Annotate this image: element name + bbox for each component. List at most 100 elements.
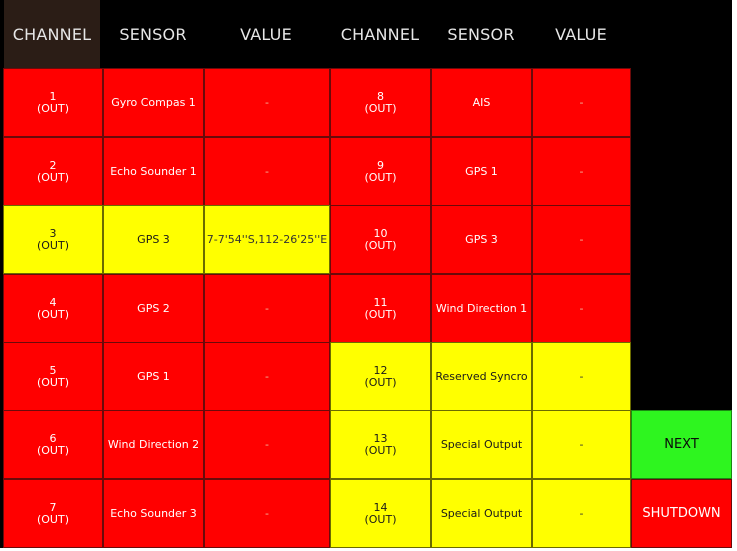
sensor-value: - xyxy=(265,95,269,109)
channel-9-channel-cell[interactable]: 9 (OUT) xyxy=(330,137,431,206)
channel-mode: (OUT) xyxy=(364,307,397,321)
channel-11-channel-cell[interactable]: 11 (OUT) xyxy=(330,274,431,343)
channel-number: 4 xyxy=(49,295,57,309)
channel-mode: (OUT) xyxy=(36,375,69,389)
sensor-name: GPS 3 xyxy=(465,232,498,246)
sensor-name: Special Output xyxy=(440,506,523,520)
sensor-value: - xyxy=(579,437,584,451)
sensor-value: - xyxy=(265,301,269,315)
channel-4-sensor-cell[interactable]: GPS 2 xyxy=(103,274,204,343)
channel-6-sensor-cell[interactable]: Wind Direction 2 xyxy=(103,410,204,479)
channel-7-sensor-cell[interactable]: Echo Sounder 3 xyxy=(103,479,204,548)
channel-number: 7 xyxy=(49,500,57,514)
channel-3-channel-cell[interactable]: 3 (OUT) xyxy=(3,205,103,274)
channel-mode: (OUT) xyxy=(36,170,69,184)
channel-8-channel-cell[interactable]: 8 (OUT) xyxy=(330,68,431,137)
channel-10-sensor-cell[interactable]: GPS 3 xyxy=(431,205,532,274)
channel-8-value-cell[interactable]: - xyxy=(532,68,631,137)
channel-10-value-cell[interactable]: - xyxy=(532,205,631,274)
channel-number: 9 xyxy=(377,158,384,172)
channel-2-value-cell[interactable]: - xyxy=(204,137,330,206)
sensor-name: Special Output xyxy=(440,437,523,451)
channel-number: 6 xyxy=(49,431,57,445)
sensor-value: - xyxy=(265,164,269,178)
header-value-left[interactable]: VALUE xyxy=(240,24,292,44)
channel-number: 1 xyxy=(49,89,57,103)
sensor-value: - xyxy=(265,506,269,520)
channel-2-sensor-cell[interactable]: Echo Sounder 1 xyxy=(103,137,204,206)
channel-14-channel-cell[interactable]: 14 (OUT) xyxy=(330,479,431,548)
channel-12-value-cell[interactable]: - xyxy=(532,342,631,411)
sensor-name: Echo Sounder 3 xyxy=(110,506,197,520)
sensor-name: GPS 1 xyxy=(137,369,170,383)
channel-number: 8 xyxy=(377,89,384,103)
channel-9-sensor-cell[interactable]: GPS 1 xyxy=(431,137,532,206)
channel-number: 2 xyxy=(49,158,57,172)
sensor-name: GPS 3 xyxy=(137,232,170,246)
sensor-value: - xyxy=(579,506,584,520)
channel-mode: (OUT) xyxy=(364,375,397,389)
next-button[interactable]: NEXT xyxy=(631,410,732,479)
channel-number: 10 xyxy=(373,226,388,240)
sensor-value: - xyxy=(579,301,584,315)
header-channel-left[interactable]: CHANNEL xyxy=(4,0,100,68)
channel-11-value-cell[interactable]: - xyxy=(532,274,631,343)
sensor-value: - xyxy=(579,369,584,383)
shutdown-button[interactable]: SHUTDOWN xyxy=(631,479,732,548)
channel-number: 12 xyxy=(373,363,388,377)
sensor-value: - xyxy=(579,232,584,246)
channel-13-channel-cell[interactable]: 13 (OUT) xyxy=(330,410,431,479)
channel-mode: (OUT) xyxy=(36,443,69,457)
sensor-value: - xyxy=(265,369,269,383)
channel-6-channel-cell[interactable]: 6 (OUT) xyxy=(3,410,103,479)
channel-mode: (OUT) xyxy=(364,512,397,526)
channel-1-value-cell[interactable]: - xyxy=(204,68,330,137)
sensor-name: Wind Direction 1 xyxy=(435,301,528,315)
channel-14-sensor-cell[interactable]: Special Output xyxy=(431,479,532,548)
header-sensor-right[interactable]: SENSOR xyxy=(447,24,515,44)
channel-10-channel-cell[interactable]: 10 (OUT) xyxy=(330,205,431,274)
channel-number: 3 xyxy=(49,226,57,240)
channel-mode: (OUT) xyxy=(36,512,69,526)
sensor-name: Wind Direction 2 xyxy=(107,437,200,451)
channel-2-channel-cell[interactable]: 2 (OUT) xyxy=(3,137,103,206)
channel-11-sensor-cell[interactable]: Wind Direction 1 xyxy=(431,274,532,343)
header-channel-right[interactable]: CHANNEL xyxy=(340,24,420,44)
channel-1-channel-cell[interactable]: 1 (OUT) xyxy=(3,68,103,137)
channel-13-value-cell[interactable]: - xyxy=(532,410,631,479)
channel-9-value-cell[interactable]: - xyxy=(532,137,631,206)
sensor-value: - xyxy=(579,164,584,178)
channel-3-sensor-cell[interactable]: GPS 3 xyxy=(103,205,204,274)
channel-5-value-cell[interactable]: - xyxy=(204,342,330,411)
channel-7-value-cell[interactable]: - xyxy=(204,479,330,548)
sensor-name: AIS xyxy=(472,95,491,109)
channel-3-value-cell[interactable]: 7-7'54''S,112-26'25''E xyxy=(204,205,330,274)
sensor-value: 7-7'54''S,112-26'25''E xyxy=(206,232,328,246)
channel-1-sensor-cell[interactable]: Gyro Compas 1 xyxy=(103,68,204,137)
header-sensor-left[interactable]: SENSOR xyxy=(119,24,187,44)
channel-number: 11 xyxy=(373,295,388,309)
channel-8-sensor-cell[interactable]: AIS xyxy=(431,68,532,137)
sensor-name: Echo Sounder 1 xyxy=(110,164,197,178)
channel-number: 14 xyxy=(373,500,388,514)
sensor-name: GPS 2 xyxy=(137,301,170,315)
channel-mode: (OUT) xyxy=(364,443,397,457)
channel-5-sensor-cell[interactable]: GPS 1 xyxy=(103,342,204,411)
channel-13-sensor-cell[interactable]: Special Output xyxy=(431,410,532,479)
channel-4-value-cell[interactable]: - xyxy=(204,274,330,343)
sensor-value: - xyxy=(579,95,584,109)
sensor-name: Reserved Syncro xyxy=(435,369,528,383)
channel-6-value-cell[interactable]: - xyxy=(204,410,330,479)
channel-mode: (OUT) xyxy=(364,170,397,184)
channel-mode: (OUT) xyxy=(364,101,397,115)
channel-mode: (OUT) xyxy=(36,307,69,321)
sensor-name: GPS 1 xyxy=(465,164,498,178)
channel-7-channel-cell[interactable]: 7 (OUT) xyxy=(3,479,103,548)
channel-14-value-cell[interactable]: - xyxy=(532,479,631,548)
header-value-right[interactable]: VALUE xyxy=(555,24,607,44)
channel-5-channel-cell[interactable]: 5 (OUT) xyxy=(3,342,103,411)
channel-12-channel-cell[interactable]: 12 (OUT) xyxy=(330,342,431,411)
channel-4-channel-cell[interactable]: 4 (OUT) xyxy=(3,274,103,343)
channel-mode: (OUT) xyxy=(36,238,69,252)
channel-12-sensor-cell[interactable]: Reserved Syncro xyxy=(431,342,532,411)
